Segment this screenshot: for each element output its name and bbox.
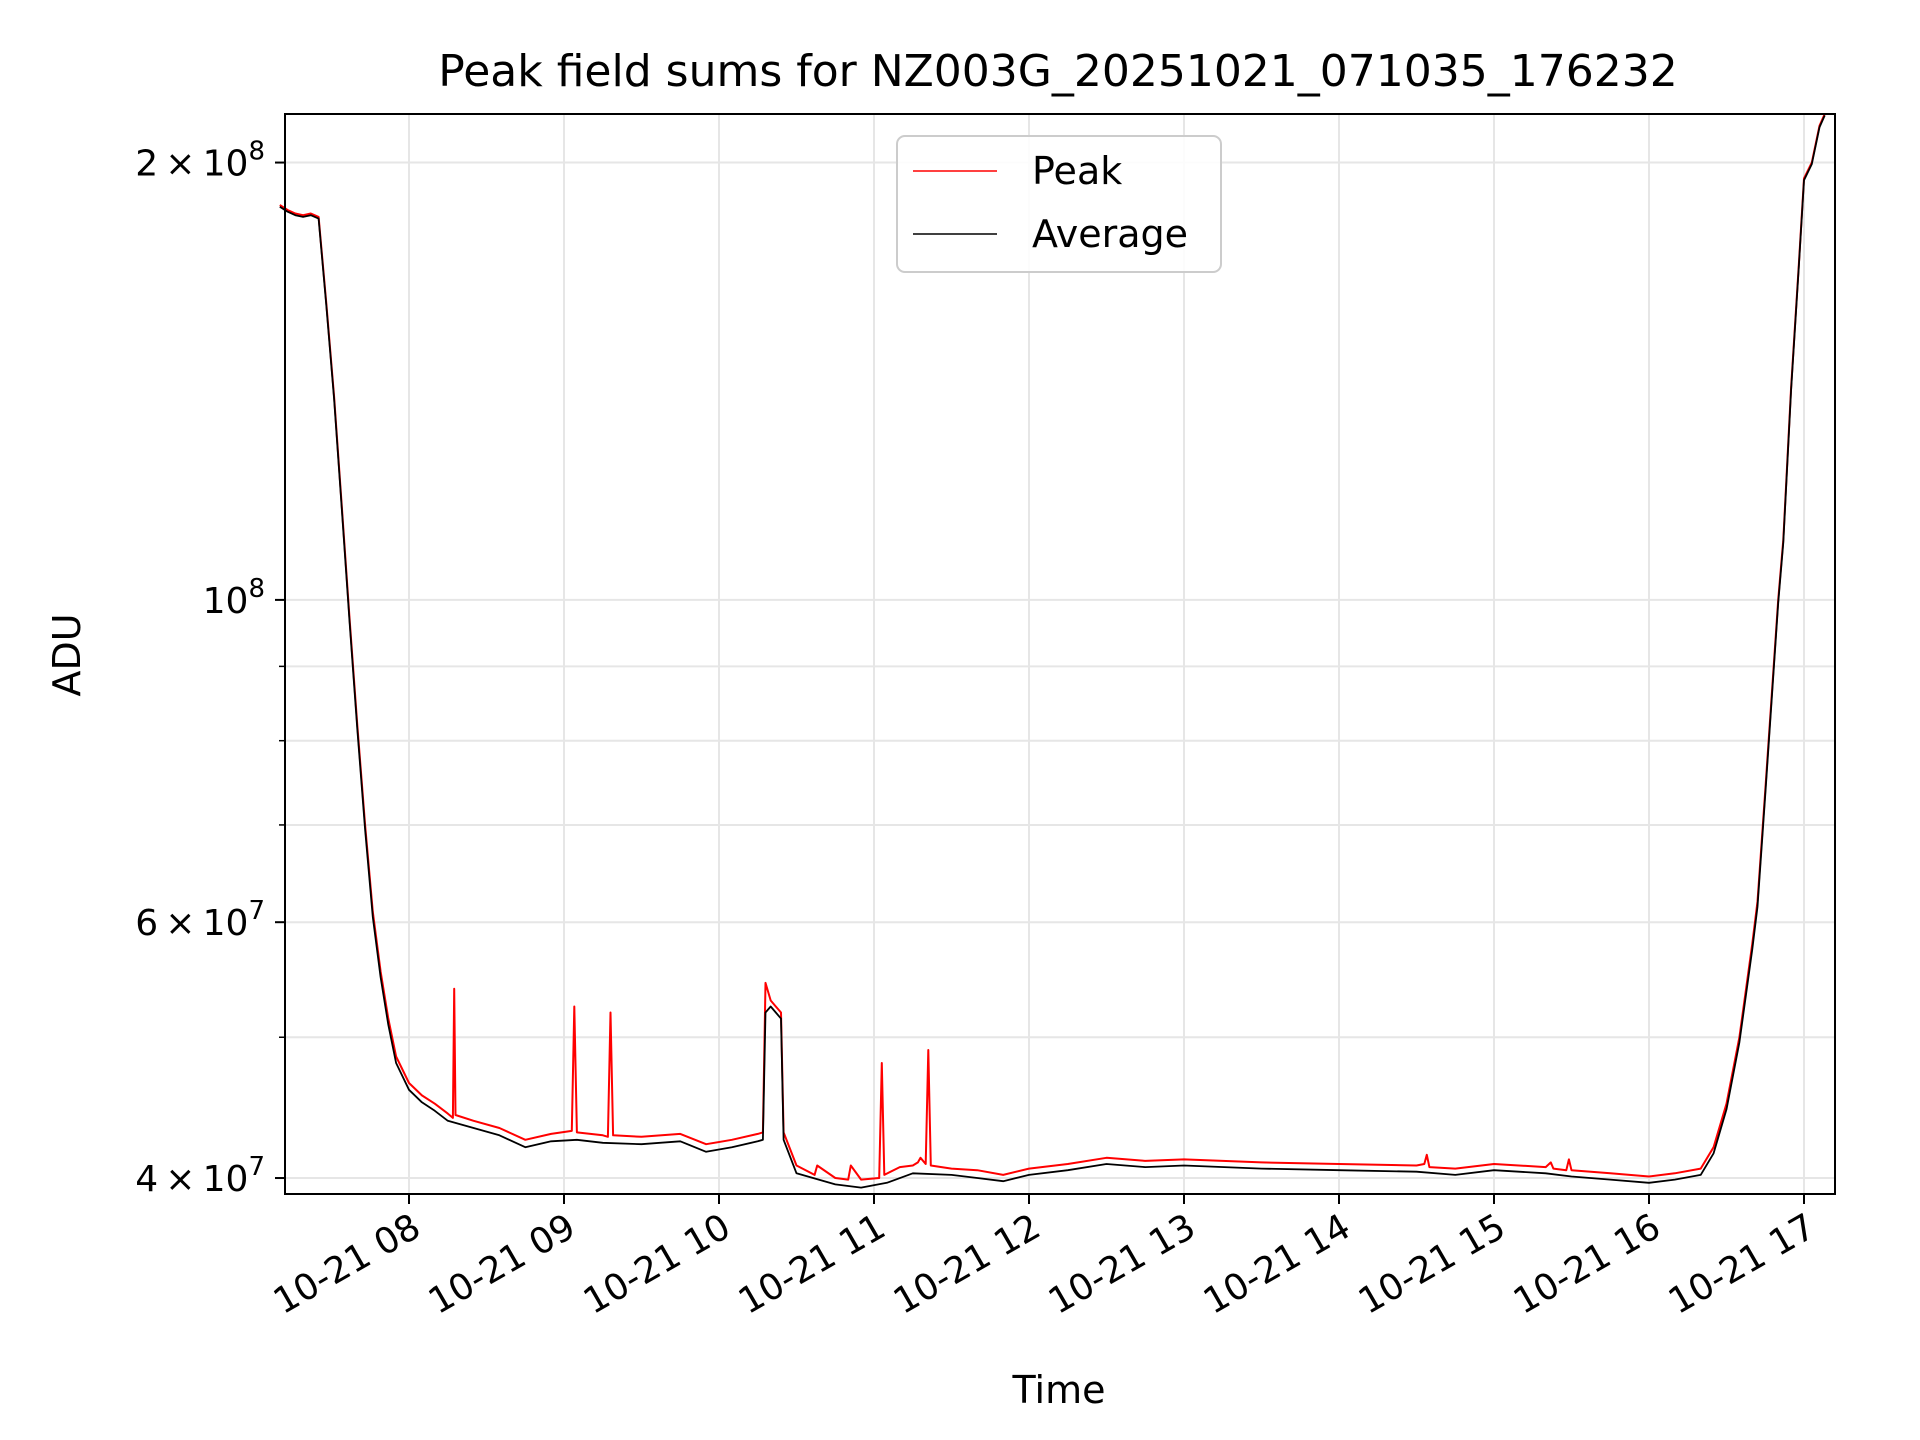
x-tick-label: 10-21 14 [1197, 1206, 1358, 1322]
x-tick-label: 10-21 12 [887, 1206, 1048, 1322]
plot-area [279, 113, 1826, 1189]
x-tick-label: 10-21 11 [732, 1206, 893, 1322]
series-line-average [279, 115, 1826, 1189]
axes-frame [284, 113, 1836, 1195]
y-axis: 4 × 107 6 × 107 108 2 × 108 [135, 137, 285, 1200]
x-tick-label: 10-21 08 [267, 1206, 428, 1322]
y-tick-label: 6 × 107 [135, 896, 265, 944]
legend-box [896, 135, 1222, 273]
x-tick-label: 10-21 15 [1352, 1206, 1513, 1322]
grid-lines [285, 114, 1835, 1194]
x-tick-label: 10-21 09 [422, 1206, 583, 1322]
legend: Peak Average [896, 135, 1222, 273]
y-tick-label: 2 × 108 [135, 137, 265, 185]
x-tick-label: 10-21 13 [1042, 1206, 1203, 1322]
x-tick-label: 10-21 17 [1662, 1206, 1823, 1322]
x-tick-label: 10-21 16 [1507, 1206, 1668, 1322]
series-line-peak [279, 113, 1826, 1181]
chart-title: Peak field sums for NZ003G_20251021_0710… [438, 46, 1677, 97]
y-axis-label: ADU [45, 613, 89, 696]
legend-label-average: Average [1032, 212, 1188, 256]
x-tick-label: 10-21 10 [577, 1206, 738, 1322]
y-tick-label: 4 × 107 [135, 1152, 265, 1200]
legend-label-peak: Peak [1032, 149, 1122, 193]
x-axis-label: Time [1012, 1368, 1106, 1412]
y-tick-label: 108 [203, 574, 265, 622]
